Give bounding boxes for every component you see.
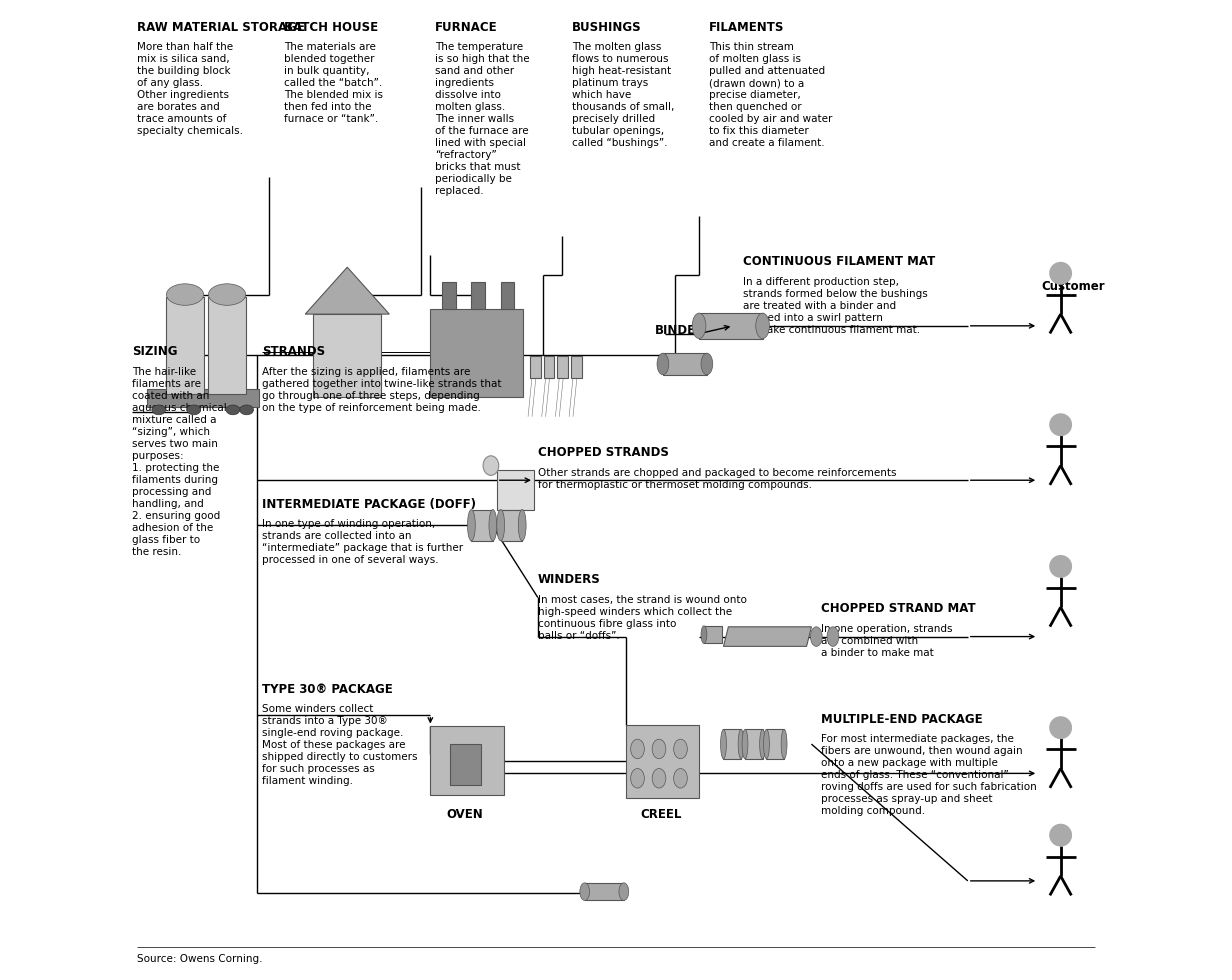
Text: TYPE 30® PACKAGE: TYPE 30® PACKAGE [262,682,393,696]
Bar [442,282,456,310]
Bar [313,315,382,397]
Text: RAW MATERIAL STORAGE: RAW MATERIAL STORAGE [137,21,306,34]
Bar [585,883,623,901]
Bar [472,510,493,541]
Ellipse shape [674,739,687,759]
Ellipse shape [657,353,669,374]
Ellipse shape [781,729,787,759]
Text: OVEN: OVEN [446,808,483,820]
Ellipse shape [489,510,496,541]
Bar [766,729,784,759]
Bar [208,297,245,394]
Text: Customer: Customer [1041,280,1105,293]
Text: BUSHINGS: BUSHINGS [572,21,642,34]
Ellipse shape [152,405,165,415]
Ellipse shape [692,314,706,338]
Bar [745,729,763,759]
Bar [500,510,522,541]
Text: WINDERS: WINDERS [538,573,600,586]
Ellipse shape [701,353,713,374]
Text: After the sizing is applied, filaments are
gathered together into twine-like str: After the sizing is applied, filaments a… [262,367,501,413]
Polygon shape [306,268,389,315]
Text: Some winders collect
strands into a Type 30®
single-end roving package.
Most of : Some winders collect strands into a Type… [262,704,418,786]
Ellipse shape [652,739,665,759]
Ellipse shape [721,729,727,759]
Ellipse shape [166,284,203,306]
Text: The temperature
is so high that the
sand and other
ingredients
dissolve into
mol: The temperature is so high that the sand… [435,42,530,196]
Ellipse shape [760,729,765,759]
Text: This thin stream
of molten glass is
pulled and attenuated
(drawn down) to a
prec: This thin stream of molten glass is pull… [708,42,832,148]
Bar [699,314,763,338]
Circle shape [1050,556,1072,577]
Text: FILAMENTS: FILAMENTS [708,21,785,34]
Bar [430,726,504,795]
Ellipse shape [483,456,499,475]
Text: CONTINUOUS FILAMENT MAT: CONTINUOUS FILAMENT MAT [743,256,935,269]
Bar [530,356,541,377]
Bar [543,356,554,377]
Ellipse shape [742,729,748,759]
Circle shape [1050,263,1072,284]
Ellipse shape [811,627,822,647]
Ellipse shape [187,405,201,415]
Circle shape [1050,414,1072,435]
Circle shape [1050,824,1072,846]
Text: MULTIPLE-END PACKAGE: MULTIPLE-END PACKAGE [822,712,983,726]
Text: CHOPPED STRANDS: CHOPPED STRANDS [538,446,669,459]
Ellipse shape [496,510,505,541]
Text: SIZING: SIZING [132,345,177,359]
Text: The materials are
blended together
in bulk quantity,
called the “batch”.
The ble: The materials are blended together in bu… [283,42,383,124]
Ellipse shape [631,739,644,759]
Ellipse shape [240,405,254,415]
Text: CREEL: CREEL [641,808,681,820]
Bar [703,626,722,644]
Text: Source: Owens Corning.: Source: Owens Corning. [137,955,262,964]
Text: FURNACE: FURNACE [435,21,498,34]
Ellipse shape [764,729,770,759]
Text: In one operation, strands
are combined with
a binder to make mat: In one operation, strands are combined w… [822,624,952,658]
Text: BINDER: BINDER [655,323,706,337]
Ellipse shape [618,883,628,901]
Bar [500,282,515,310]
Text: In most cases, the strand is wound onto
high-speed winders which collect the
con: In most cases, the strand is wound onto … [538,595,747,641]
Bar [147,389,259,407]
Bar [450,744,482,785]
Text: The molten glass
flows to numerous
high heat-resistant
platinum trays
which have: The molten glass flows to numerous high … [572,42,674,148]
Bar [723,729,742,759]
Circle shape [1050,717,1072,738]
Text: For most intermediate packages, the
fibers are unwound, then wound again
onto a : For most intermediate packages, the fibe… [822,734,1037,816]
Text: INTERMEDIATE PACKAGE (DOFF): INTERMEDIATE PACKAGE (DOFF) [262,498,477,511]
Polygon shape [723,627,812,647]
Ellipse shape [674,768,687,788]
Text: CHOPPED STRAND MAT: CHOPPED STRAND MAT [822,603,976,615]
Ellipse shape [467,510,476,541]
Text: Other strands are chopped and packaged to become reinforcements
for thermoplasti: Other strands are chopped and packaged t… [538,467,897,490]
Text: In a different production step,
strands formed below the bushings
are treated wi: In a different production step, strands … [743,277,928,335]
Bar [430,310,524,397]
Text: In one type of winding operation,
strands are collected into an
“intermediate” p: In one type of winding operation, strand… [262,519,463,565]
Ellipse shape [580,883,590,901]
Ellipse shape [631,768,644,788]
Bar [496,470,533,510]
Ellipse shape [827,627,839,647]
Bar [663,353,707,374]
Bar [557,356,568,377]
Bar [166,297,203,394]
Ellipse shape [519,510,526,541]
Ellipse shape [755,314,770,338]
Ellipse shape [208,284,245,306]
Text: More than half the
mix is silica sand,
the building block
of any glass.
Other in: More than half the mix is silica sand, t… [137,42,243,136]
Text: The hair-like
filaments are
coated with an
aqueous chemical
mixture called a
“si: The hair-like filaments are coated with … [132,367,227,557]
Bar [572,356,582,377]
Text: STRANDS: STRANDS [262,345,325,359]
Ellipse shape [701,626,707,644]
Bar [472,282,485,310]
Ellipse shape [738,729,744,759]
Bar [626,724,699,798]
Ellipse shape [652,768,665,788]
Ellipse shape [227,405,240,415]
Text: BATCH HOUSE: BATCH HOUSE [283,21,378,34]
